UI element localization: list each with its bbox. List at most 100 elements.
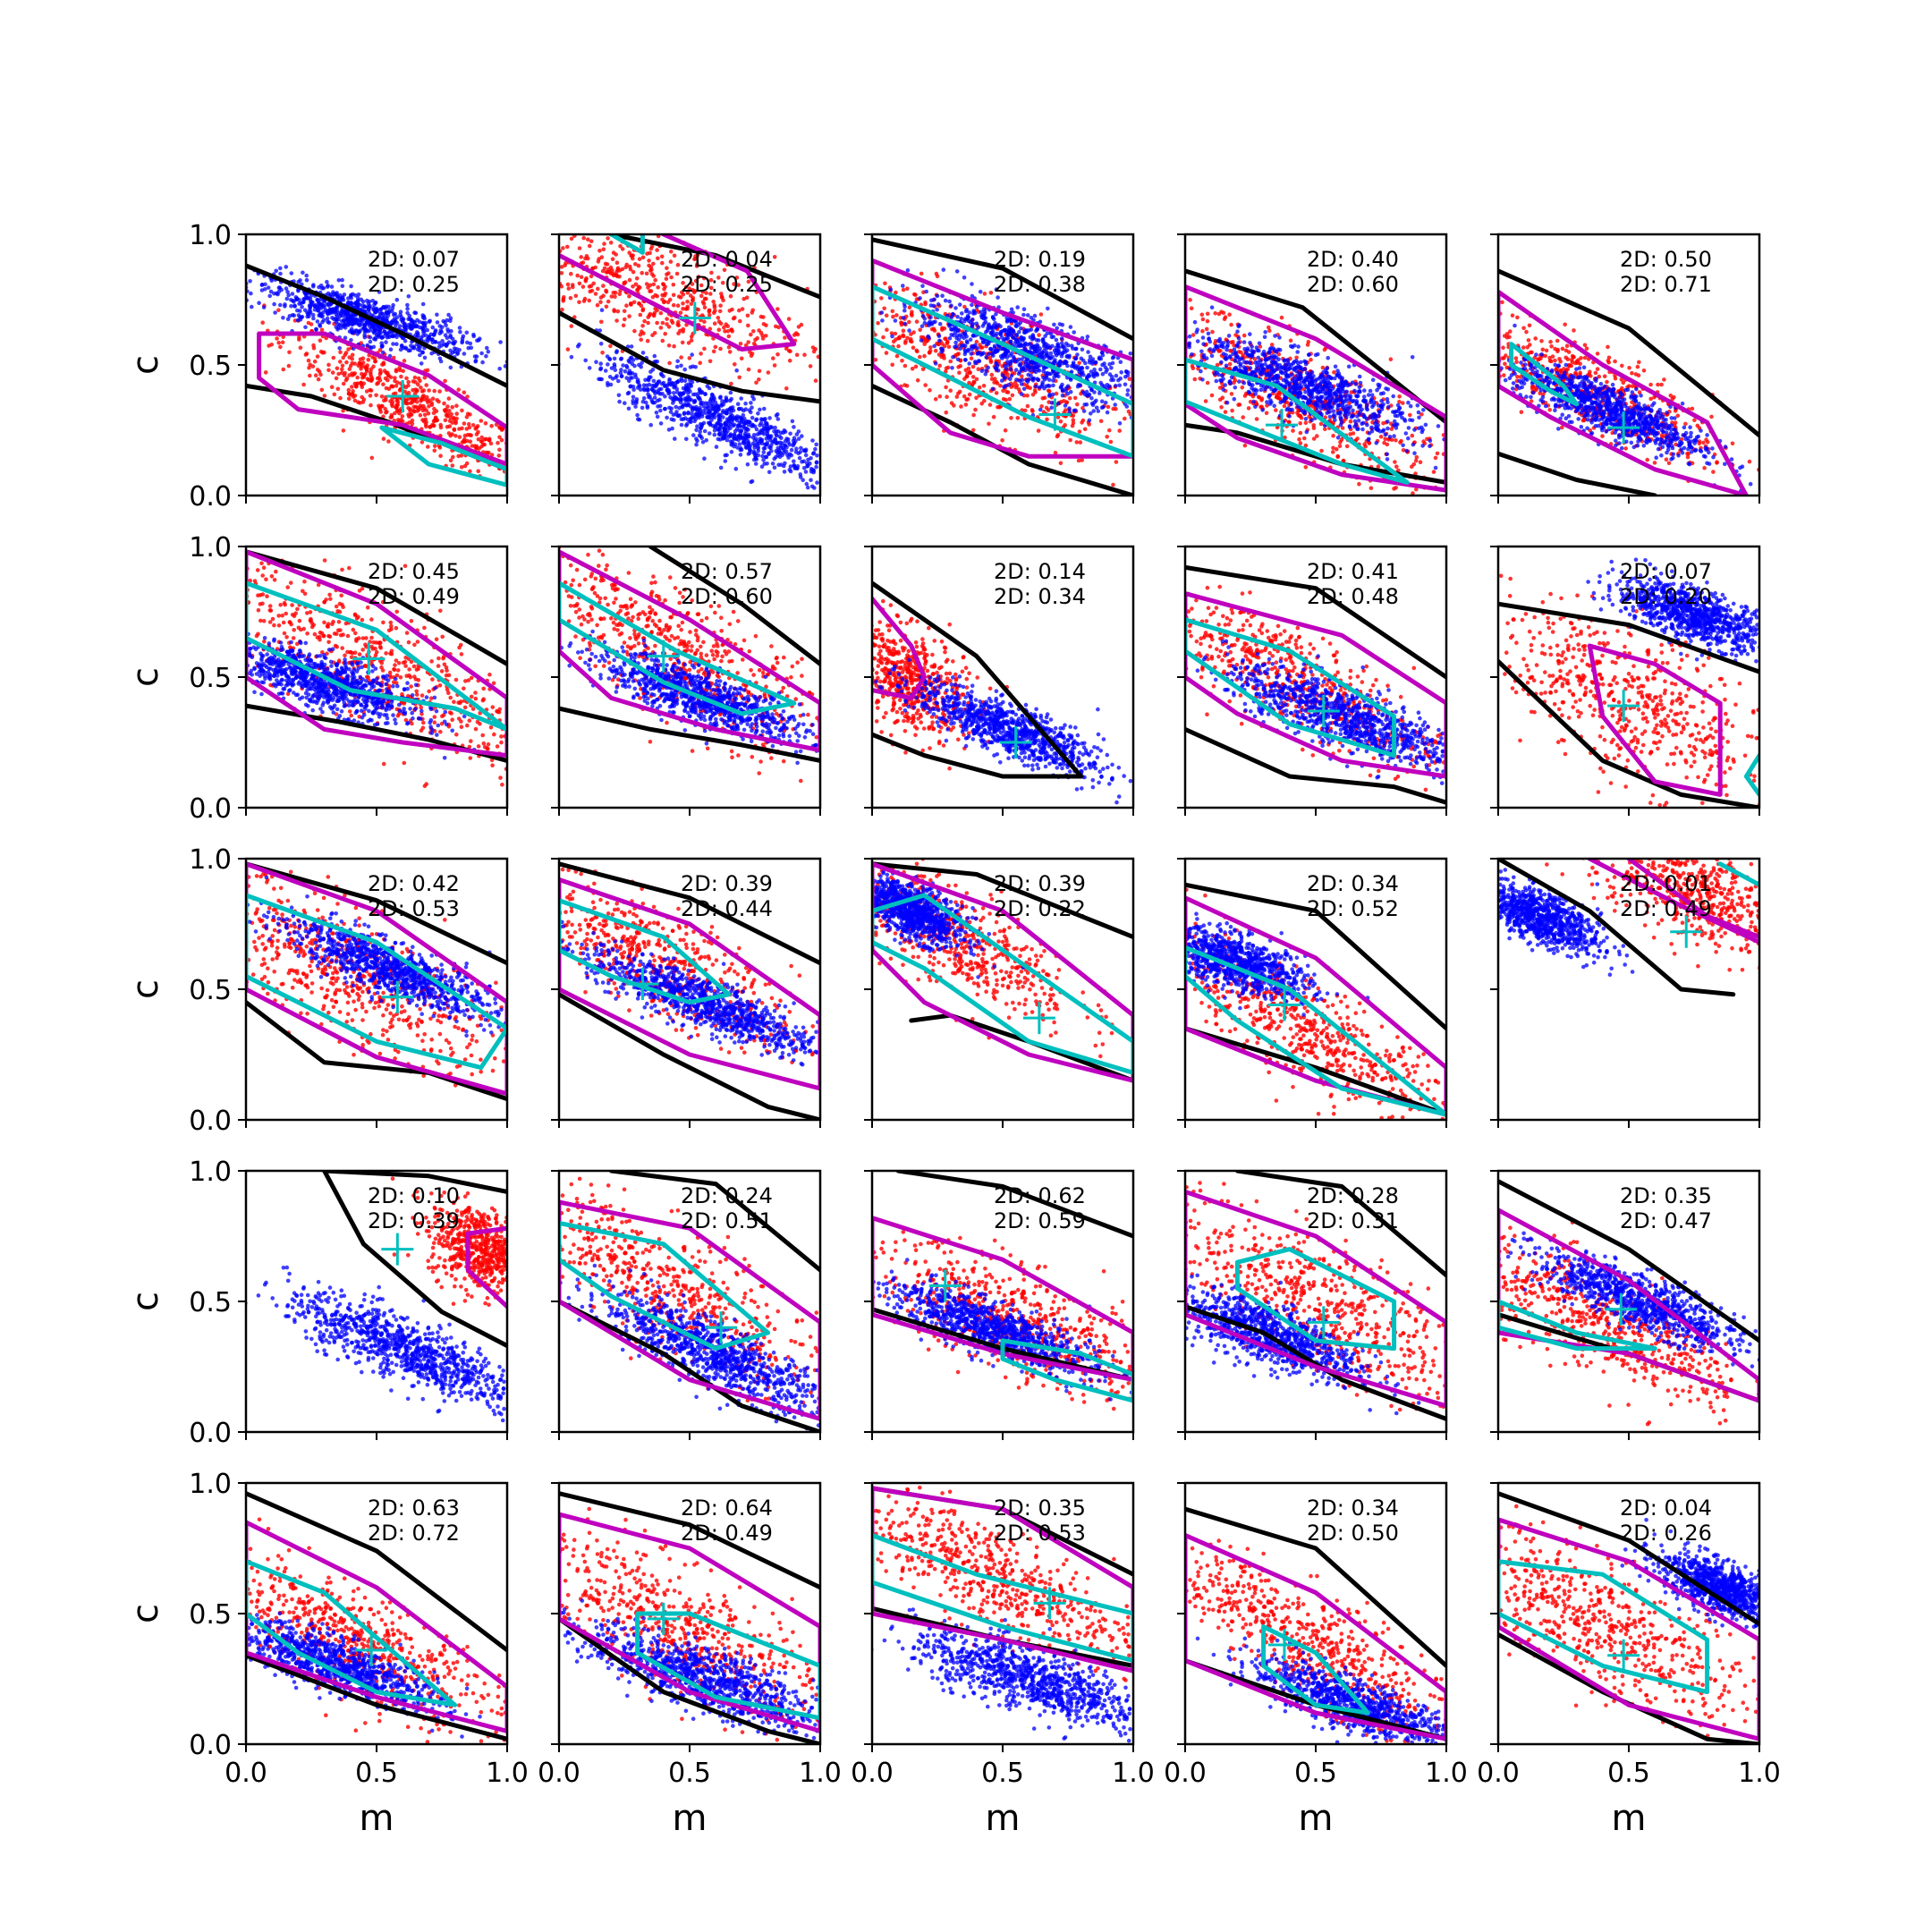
red-sample-point — [716, 316, 721, 320]
blue-sample-point — [629, 355, 634, 360]
red-sample-point — [646, 320, 650, 326]
red-sample-point — [499, 428, 504, 432]
blue-sample-point — [612, 364, 617, 369]
blue-sample-point — [391, 342, 395, 346]
red-sample-point — [577, 300, 581, 305]
red-sample-point — [914, 319, 919, 324]
red-sample-point — [447, 419, 453, 423]
blue-sample-point — [422, 323, 428, 328]
blue-sample-point — [1051, 392, 1055, 397]
red-sample-point — [1239, 350, 1243, 355]
red-sample-point — [691, 288, 695, 292]
blue-sample-point — [372, 302, 377, 308]
blue-sample-point — [284, 286, 289, 291]
red-sample-point — [488, 441, 494, 446]
red-sample-point — [383, 376, 388, 381]
blue-sample-point — [947, 299, 952, 304]
red-sample-point — [737, 375, 741, 380]
red-sample-point — [1003, 428, 1008, 433]
red-sample-point — [721, 298, 725, 303]
blue-sample-point — [368, 344, 373, 350]
red-sample-point — [1070, 423, 1075, 428]
red-sample-point — [1311, 423, 1316, 428]
red-sample-point — [648, 311, 653, 317]
red-sample-point — [686, 341, 691, 345]
red-sample-point — [948, 359, 953, 364]
red-sample-point — [394, 369, 399, 374]
blue-sample-point — [647, 394, 651, 400]
red-sample-point — [369, 455, 375, 461]
blue-sample-point — [640, 351, 646, 355]
blue-sample-point — [969, 352, 974, 356]
blue-sample-point — [763, 454, 768, 460]
red-sample-point — [1294, 355, 1299, 360]
red-sample-point — [728, 293, 733, 299]
red-sample-point — [1016, 387, 1021, 392]
blue-sample-point — [974, 304, 979, 309]
blue-sample-point — [762, 406, 767, 411]
blue-sample-point — [707, 386, 712, 391]
blue-sample-point — [697, 386, 702, 392]
red-sample-point — [1298, 430, 1303, 436]
blue-sample-point — [783, 444, 788, 448]
blue-sample-point — [713, 400, 718, 405]
blue-sample-point — [608, 382, 614, 387]
red-sample-point — [718, 346, 723, 352]
blue-sample-point — [420, 301, 426, 307]
red-sample-point — [1217, 386, 1223, 390]
blue-sample-point — [1060, 382, 1064, 387]
red-sample-point — [449, 411, 453, 417]
red-sample-point — [1279, 315, 1284, 320]
blue-sample-point — [416, 331, 420, 336]
red-sample-point — [1203, 399, 1208, 403]
blue-sample-point — [343, 335, 348, 341]
blue-sample-point — [657, 403, 663, 409]
red-sample-point — [971, 412, 976, 418]
red-sample-point — [1009, 416, 1013, 420]
red-sample-point — [1180, 387, 1184, 392]
red-sample-point — [419, 389, 425, 394]
red-sample-point — [340, 363, 345, 369]
blue-sample-point — [751, 396, 756, 402]
red-sample-point — [944, 369, 948, 374]
blue-sample-point — [1069, 369, 1074, 374]
red-sample-point — [338, 395, 343, 401]
blue-sample-point — [953, 344, 957, 350]
red-sample-point — [465, 411, 470, 417]
blue-sample-point — [497, 366, 502, 371]
red-sample-point — [671, 283, 676, 287]
blue-sample-point — [950, 366, 954, 370]
blue-sample-point — [1003, 376, 1007, 380]
red-sample-point — [569, 324, 574, 328]
blue-sample-point — [995, 364, 1000, 369]
red-sample-point — [470, 423, 476, 428]
red-sample-point — [425, 394, 429, 400]
red-sample-point — [746, 340, 750, 344]
red-sample-point — [589, 239, 594, 244]
blue-sample-point — [654, 382, 658, 386]
red-sample-point — [1025, 394, 1030, 398]
blue-sample-point — [350, 322, 355, 327]
red-sample-point — [457, 435, 462, 439]
blue-sample-point — [805, 463, 810, 468]
red-sample-point — [966, 366, 971, 371]
blue-sample-point — [655, 398, 660, 403]
blue-sample-point — [1033, 350, 1038, 354]
blue-sample-point — [960, 311, 964, 316]
red-sample-point — [583, 256, 588, 261]
red-sample-point — [623, 317, 627, 322]
red-sample-point — [731, 316, 736, 321]
red-sample-point — [615, 309, 621, 314]
red-sample-point — [1259, 396, 1265, 401]
red-sample-point — [658, 310, 664, 316]
red-sample-point — [902, 383, 907, 387]
red-sample-point — [922, 353, 927, 359]
blue-sample-point — [754, 427, 759, 432]
blue-sample-point — [626, 406, 631, 411]
blue-sample-point — [720, 436, 725, 441]
blue-sample-point — [294, 296, 300, 301]
blue-sample-point — [420, 350, 425, 355]
red-sample-point — [340, 367, 344, 372]
blue-sample-point — [652, 353, 657, 359]
red-sample-point — [698, 360, 702, 366]
